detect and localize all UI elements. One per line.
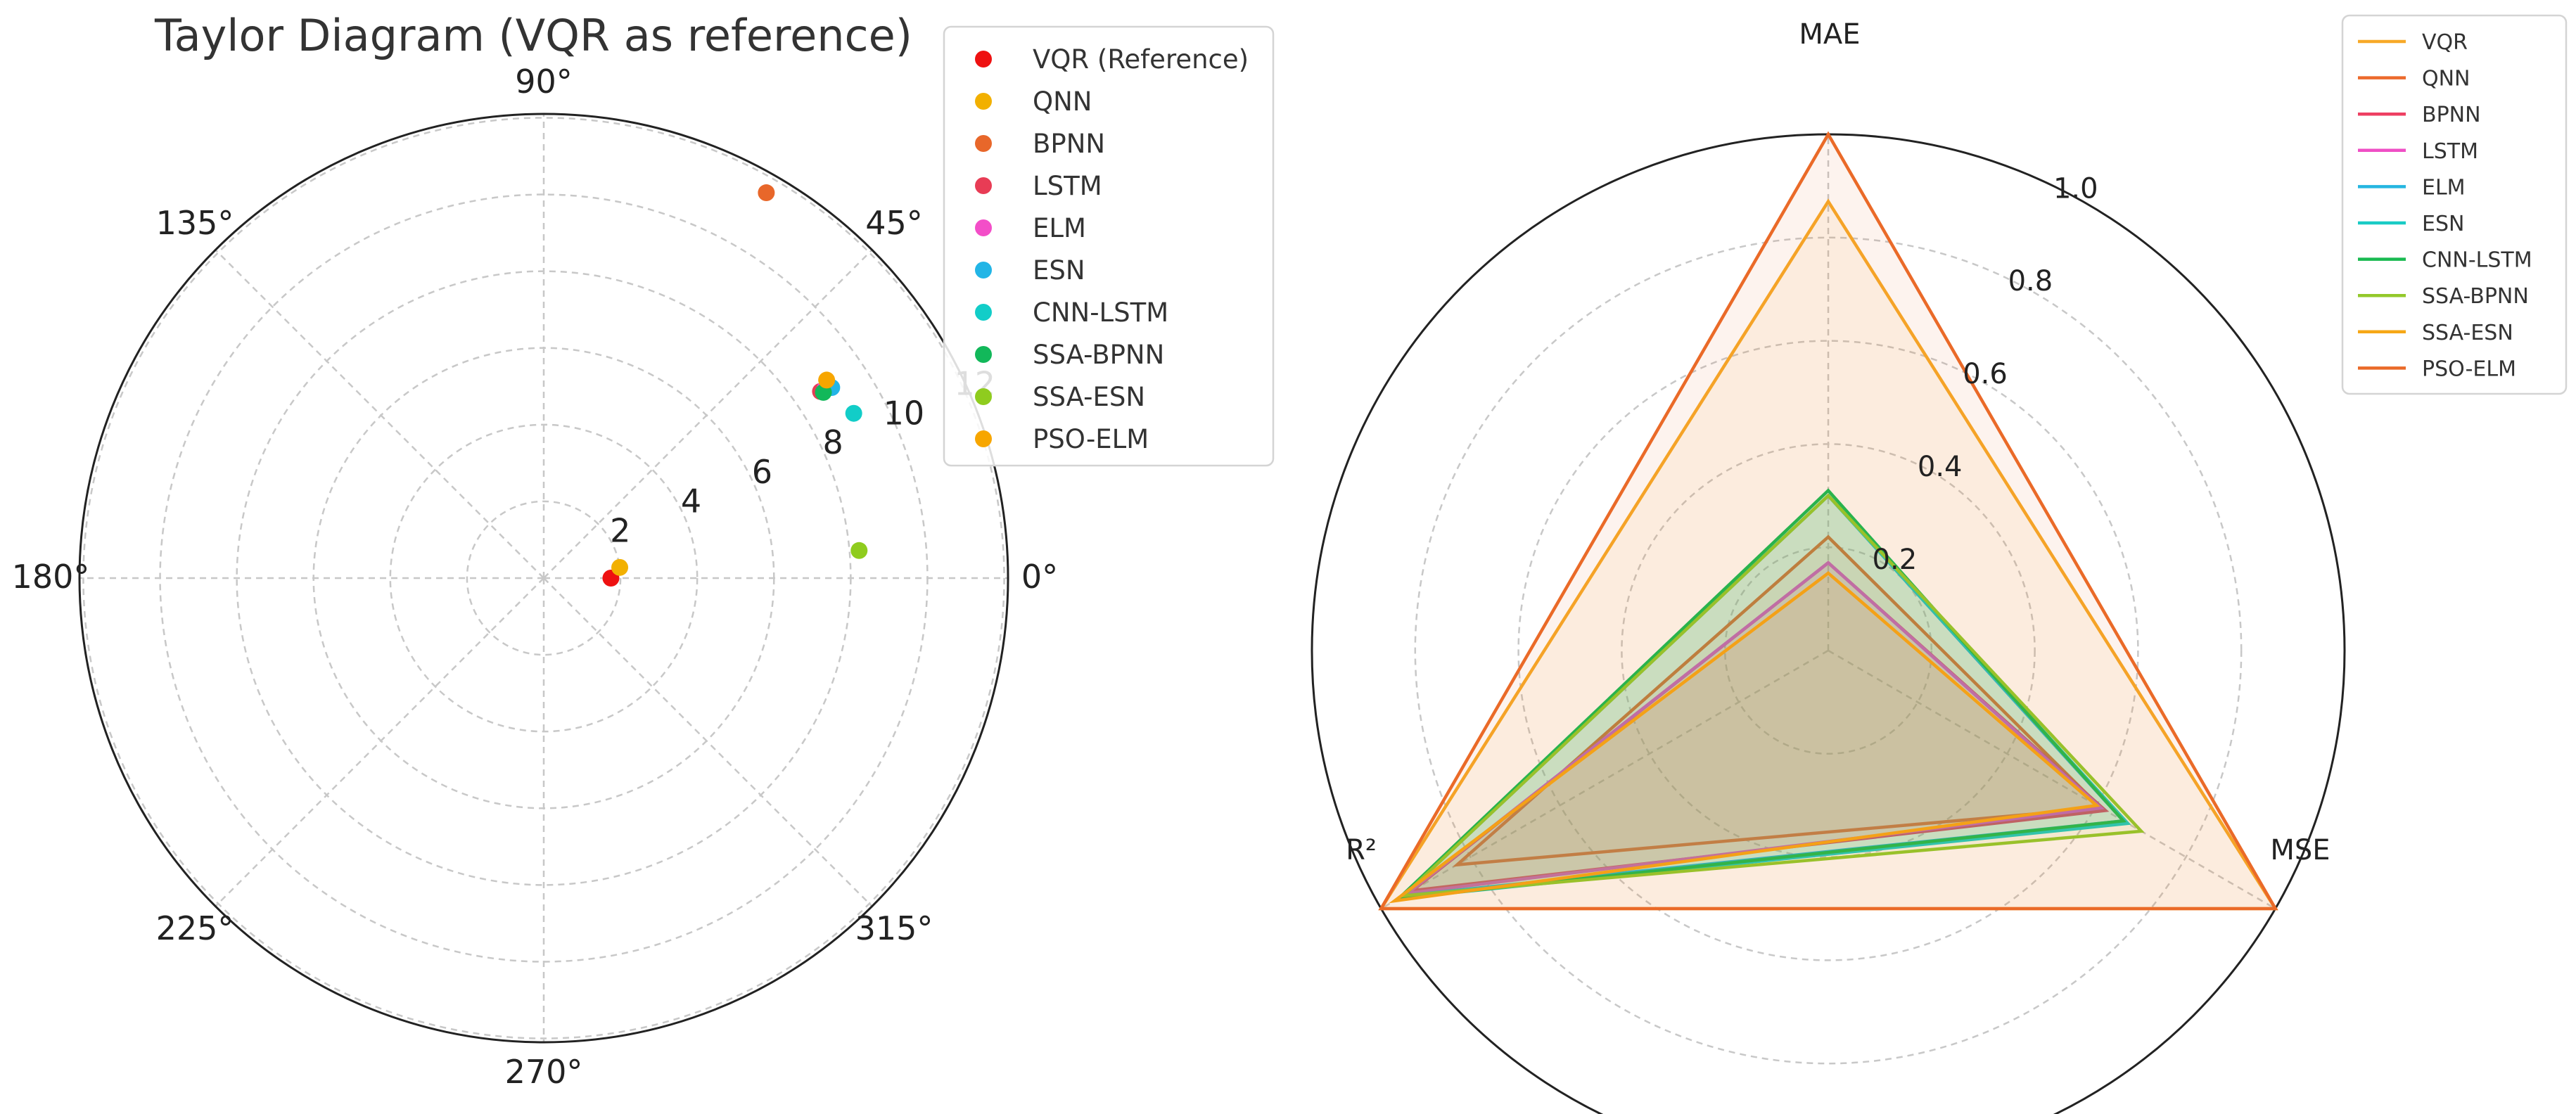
radar-gridline: [1517, 340, 2139, 961]
radar-legend-label-elm: ELM: [2422, 175, 2466, 200]
legend-marker-bpnn: [975, 135, 992, 152]
radar-legend-label-esn: ESN: [2422, 212, 2464, 236]
radar-legend-label-vqr: VQR: [2422, 30, 2468, 55]
legend-marker-ssa-bpnn: [975, 346, 992, 363]
legend-label-ssa-esn: SSA-ESN: [1033, 382, 1145, 412]
radar-spoke: [1828, 649, 2276, 910]
angle-tick-label: 315°: [855, 909, 933, 947]
taylor-title: Taylor Diagram (VQR as reference): [154, 10, 912, 61]
legend-box: [943, 25, 1275, 467]
radial-tick-label: 2: [610, 511, 630, 549]
radar-legend-label-lstm: LSTM: [2422, 139, 2478, 164]
angle-tick-label: 90°: [515, 63, 573, 101]
legend-label-vqr-reference: VQR (Reference): [1033, 44, 1249, 75]
angular-gridline: [215, 577, 544, 907]
radar-legend-label-bpnn: BPNN: [2422, 103, 2481, 127]
radial-gridline: [389, 423, 699, 733]
radar-tick-label: 0.2: [1873, 544, 1918, 576]
legend-marker-pso-elm: [975, 430, 992, 447]
radar-tick-label: 1.0: [2053, 172, 2098, 205]
radar-series-pso-elm: [1378, 131, 2278, 911]
angle-tick-label: 135°: [156, 204, 234, 242]
legend-label-cnn-lstm: CNN-LSTM: [1033, 297, 1168, 328]
point-ssa-esn: [850, 542, 868, 559]
legend-marker-vqr-reference: [975, 51, 992, 68]
radar-legend-label-qnn: QNN: [2422, 67, 2470, 91]
radial-tick-label: 4: [681, 482, 701, 520]
radial-tick-label: 6: [752, 453, 772, 491]
legend-label-lstm: LSTM: [1033, 171, 1102, 201]
radar-legend-label-cnn-lstm: CNN-LSTM: [2422, 248, 2532, 273]
legend-marker-lstm: [975, 177, 992, 194]
taylor-legend: VQR (Reference) QNN BPNN LSTM ELM ESN CNN-LSTM…: [943, 25, 1275, 467]
radar-legend-label-pso-elm: PSO-ELM: [2422, 357, 2516, 381]
legend-label-ssa-bpnn: SSA-BPNN: [1033, 340, 1164, 370]
angular-gridline: [543, 249, 873, 579]
radar-tick-label: 0.8: [2008, 265, 2053, 297]
legend-marker-esn: [975, 262, 992, 278]
legend-label-esn: ESN: [1033, 255, 1085, 286]
radar-series-qnn: [1452, 534, 2105, 867]
radial-gridline: [82, 117, 1005, 1039]
radar-axis-label-mae: MAE: [1799, 18, 1860, 51]
angle-tick-label: 45°: [865, 204, 923, 242]
radar-tick-label: 0.6: [1963, 358, 2008, 390]
legend-label-elm: ELM: [1033, 213, 1086, 243]
radar-series-ssa-bpnn: [1398, 493, 2145, 898]
legend-marker-qnn: [975, 93, 992, 110]
radial-tick-label: 8: [823, 423, 843, 461]
radar-series-ssa-esn: [1389, 571, 2100, 904]
polar-outer-circle: [78, 113, 1009, 1044]
radar-legend-box: [2341, 14, 2568, 395]
radar-legend-label-ssa-esn: SSA-ESN: [2422, 321, 2513, 345]
radar-legend-label-ssa-bpnn: SSA-BPNN: [2422, 284, 2529, 309]
angle-tick-label: 225°: [156, 909, 234, 947]
legend-label-bpnn: BPNN: [1033, 129, 1105, 159]
legend-label-pso-elm: PSO-ELM: [1033, 424, 1149, 454]
point-qnn: [611, 558, 629, 576]
radar-gridline: [1414, 236, 2243, 1065]
radial-tick-label: 10: [884, 394, 925, 432]
radar-chart: 0.2 0.4 0.6 0.8 1.0 MAE MSE R²: [1311, 18, 2346, 1114]
angle-tick-label: 0°: [1021, 558, 1058, 596]
legend-marker-elm: [975, 219, 992, 236]
radar-axis-label-mse: MSE: [2270, 834, 2330, 866]
legend-marker-cnn-lstm: [975, 304, 992, 321]
angular-gridline: [215, 249, 544, 579]
radial-gridline: [466, 500, 622, 656]
angular-gridline: [543, 577, 873, 907]
radar-tick-label: 0.4: [1918, 451, 1963, 483]
legend-label-qnn: QNN: [1033, 87, 1092, 117]
radar-axis-label-r: R²: [1346, 834, 1377, 866]
angle-tick-label: 270°: [505, 1053, 583, 1091]
taylor-diagram: 0°45°90°135°180°225°270°315°24681012Tayl…: [12, 10, 1059, 1091]
radar-legend: VQR QNN BPNN LSTM ELM ESN CNN-LSTM SSA-BPNN SSA-…: [2341, 14, 2568, 395]
angle-tick-label: 180°: [12, 558, 90, 596]
point-cnn-lstm: [845, 404, 862, 422]
legend-marker-ssa-esn: [975, 388, 992, 405]
point-bpnn: [758, 184, 775, 202]
point-pso-elm: [818, 371, 836, 389]
